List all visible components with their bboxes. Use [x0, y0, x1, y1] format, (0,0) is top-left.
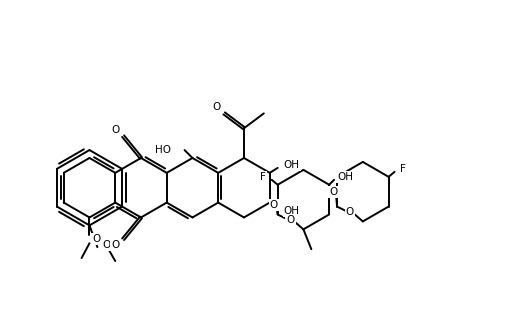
Text: OH: OH — [284, 206, 300, 216]
Text: O: O — [111, 240, 119, 250]
Text: F: F — [401, 164, 406, 174]
Text: HO: HO — [155, 145, 171, 155]
Text: O: O — [270, 200, 278, 210]
Text: OH: OH — [337, 172, 353, 182]
Text: O: O — [287, 215, 295, 225]
Text: O: O — [93, 234, 101, 244]
Text: F: F — [260, 172, 266, 182]
Text: OH: OH — [284, 160, 300, 170]
Text: O: O — [346, 207, 354, 217]
Text: O: O — [102, 240, 110, 250]
Text: O: O — [329, 187, 337, 197]
Text: O: O — [111, 125, 119, 135]
Text: O: O — [212, 102, 220, 112]
